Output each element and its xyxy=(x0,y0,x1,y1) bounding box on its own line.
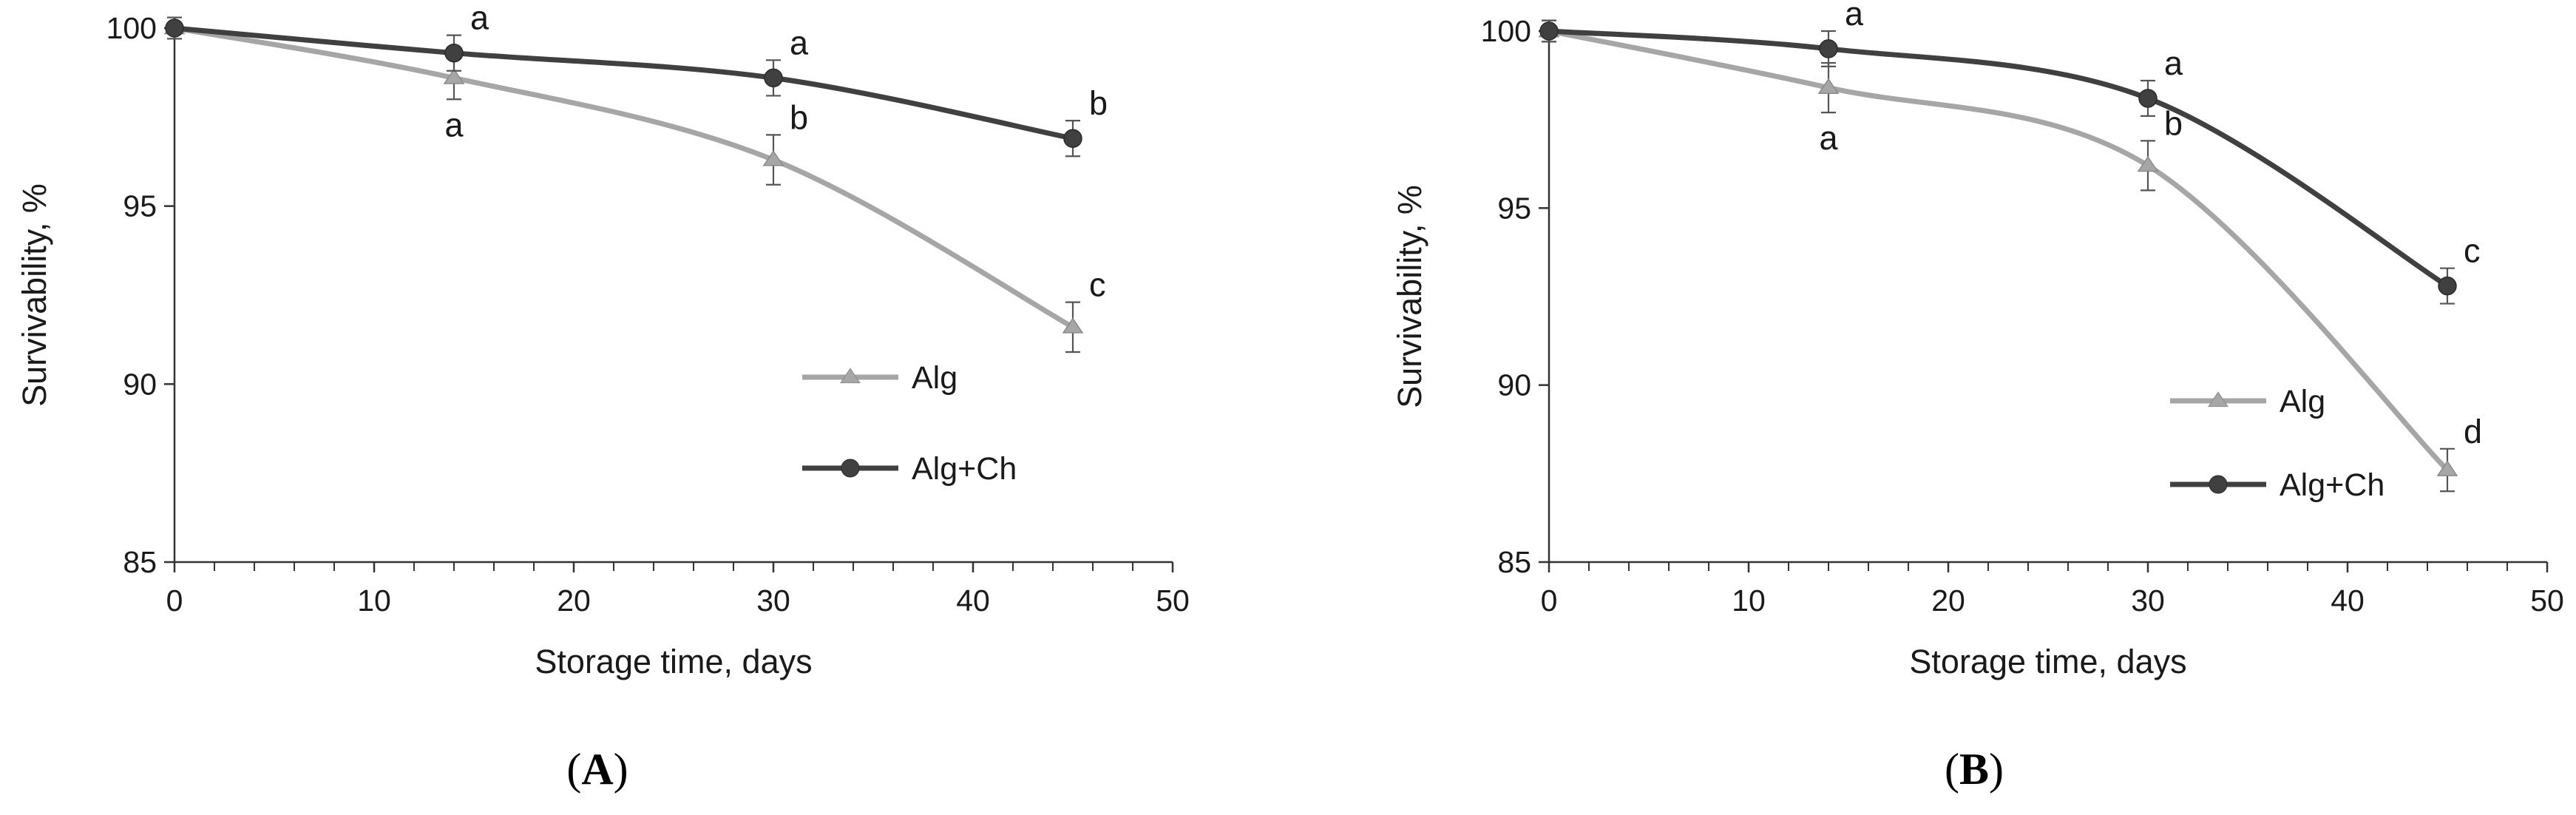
data-point xyxy=(762,150,784,166)
x-tick-label: 0 xyxy=(166,584,183,618)
y-tick-label: 95 xyxy=(123,189,157,223)
y-tick-label: 90 xyxy=(1497,368,1531,402)
x-tick-label: 10 xyxy=(357,584,391,618)
significance-letter: b xyxy=(1089,84,1108,122)
significance-letter: c xyxy=(1089,266,1106,304)
plot-area-b: 85 90 95 100 0 10 20 30 40 50 a bda a c xyxy=(1481,0,2564,618)
data-point xyxy=(444,43,464,63)
y-tick-label: 85 xyxy=(123,545,157,579)
x-tick-label: 40 xyxy=(2331,584,2365,618)
significance-letter: b xyxy=(790,98,808,136)
data-point xyxy=(2137,155,2159,172)
legend-b: Alg Alg+Ch xyxy=(2170,384,2385,503)
data-point xyxy=(2438,276,2457,296)
series-alg: a bd xyxy=(1538,19,2482,493)
legend-label-algch-a: Alg+Ch xyxy=(912,451,1017,487)
series-alg-ch: a a c xyxy=(1539,0,2481,305)
legend-a: Alg Alg+Ch xyxy=(802,360,1017,487)
data-point xyxy=(443,68,465,84)
series-line xyxy=(172,25,1076,141)
y-tick-label: 100 xyxy=(1481,14,1531,48)
x-tick-label: 30 xyxy=(756,584,790,618)
data-point xyxy=(2436,460,2458,476)
significance-letter: a xyxy=(790,24,809,61)
significance-letter: a xyxy=(1819,119,1838,157)
chart-panel-b: 85 90 95 100 0 10 20 30 40 50 a bda a c Storage time,… xyxy=(1391,0,2564,794)
legend-marker-algch-b xyxy=(2209,475,2228,494)
panel-label-letter-b: B xyxy=(1959,745,1989,794)
panel-label-letter-a: A xyxy=(581,745,613,794)
x-tick-label: 40 xyxy=(956,584,990,618)
series-alg-ch: aab xyxy=(165,0,1108,158)
x-axis-title-a: Storage time, days xyxy=(535,643,812,680)
y-tick-label: 100 xyxy=(106,11,157,45)
significance-letter: a xyxy=(444,106,464,143)
legend-marker-alg-b xyxy=(2208,391,2228,408)
data-point xyxy=(764,68,783,88)
data-point xyxy=(1539,21,1559,41)
significance-letter: c xyxy=(2464,232,2481,270)
data-point xyxy=(1063,129,1082,148)
series-line xyxy=(1546,28,2450,473)
data-point xyxy=(2138,89,2158,108)
data-point xyxy=(1819,39,1838,58)
data-point xyxy=(165,18,184,38)
significance-letter: a xyxy=(1845,0,1864,33)
y-tick-label: 90 xyxy=(123,367,157,401)
x-axis-title-b: Storage time, days xyxy=(1909,643,2186,680)
y-axis-title-b: Survivability, % xyxy=(1391,185,1428,408)
x-tick-label: 20 xyxy=(557,584,591,618)
series-alg: a bc xyxy=(163,16,1106,354)
significance-letter: a xyxy=(2164,44,2183,82)
legend-label-alg-a: Alg xyxy=(912,360,957,396)
x-tick-label: 20 xyxy=(1931,584,1965,618)
x-tick-label: 50 xyxy=(2530,584,2564,618)
y-tick-label: 95 xyxy=(1497,191,1531,225)
legend-label-alg-b: Alg xyxy=(2280,384,2325,419)
legend-marker-alg-a xyxy=(840,368,861,384)
x-tick-label: 30 xyxy=(2131,584,2165,618)
x-tick-label: 0 xyxy=(1541,584,1558,618)
series-line xyxy=(172,25,1076,330)
data-point xyxy=(1817,78,1840,94)
y-axis-title-a: Survivability, % xyxy=(16,183,53,407)
x-tick-label: 50 xyxy=(1156,584,1190,618)
panel-label-a: (A) xyxy=(566,745,628,794)
y-tick-label: 85 xyxy=(1497,545,1531,579)
panel-label-b: (B) xyxy=(1945,745,2004,794)
legend-label-algch-b: Alg+Ch xyxy=(2280,467,2385,503)
significance-letter: a xyxy=(470,0,489,37)
legend-marker-algch-a xyxy=(841,459,860,478)
significance-letter: d xyxy=(2464,413,2482,450)
series-line xyxy=(1546,28,2450,289)
x-tick-label: 10 xyxy=(1732,584,1766,618)
data-point xyxy=(1062,317,1084,334)
